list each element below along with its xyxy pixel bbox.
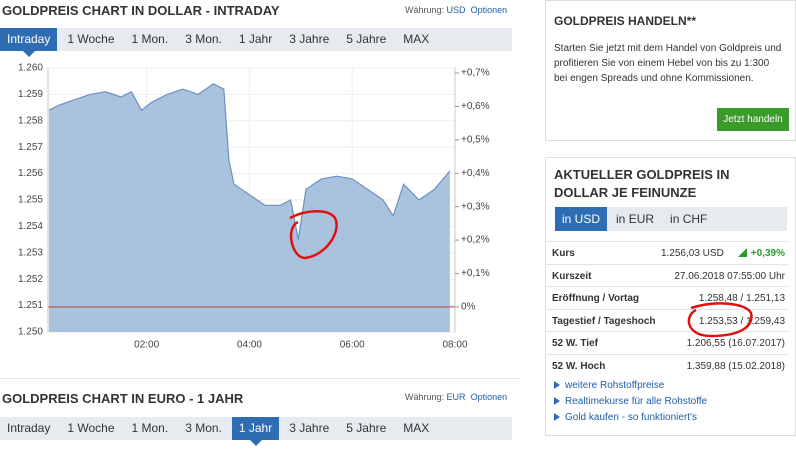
y2-tick-label: +0,3% [461, 201, 490, 212]
row-label: Kurs [552, 248, 575, 259]
y2-tick-label: +0,4% [461, 168, 490, 179]
area-fill [49, 83, 450, 332]
separator [0, 378, 520, 379]
currency-info: Währung: EUR Optionen [405, 392, 507, 402]
row-label: Kurszeit [552, 270, 592, 282]
tab[interactable]: 3 Jahre [289, 32, 330, 46]
tab[interactable]: 5 Jahre [346, 32, 387, 46]
tab[interactable]: MAX [403, 421, 430, 435]
table-row: 52 W. Hoch 1.359,88 (15.02.2018) [546, 353, 789, 377]
annotation-circle [289, 210, 338, 260]
price-title: AKTUELLER GOLDPREIS IN DOLLAR JE FEINUNZ… [554, 167, 730, 200]
currency-info: Währung: USD Optionen [405, 5, 507, 15]
table-row: Kurs 1.256,03 USD +0,39% [546, 241, 789, 264]
trend-icon [737, 248, 747, 257]
table-row: Eröffnung / Vortag 1.258,48 / 1.251,13 [546, 286, 789, 309]
link[interactable]: Realtimekurse für alle Rohstoffe [554, 396, 707, 407]
tab[interactable]: 1 Mon. [131, 421, 169, 435]
y2-tick-label: +0,1% [461, 268, 490, 279]
price-tab[interactable]: in USD [555, 207, 608, 231]
tab[interactable]: 3 Mon. [185, 421, 222, 435]
x-tick-label: 02:00 [134, 340, 159, 351]
row-label: 52 W. Hoch [552, 360, 606, 372]
row-value: 1.359,88 (15.02.2018) [687, 361, 785, 372]
y2-tick-label: +0,6% [461, 101, 490, 112]
trade-text: Starten Sie jetzt mit dem Handel von Gol… [554, 43, 782, 84]
tab[interactable]: Intraday [7, 421, 51, 435]
tab[interactable]: 3 Mon. [185, 32, 222, 46]
table-row: Kurszeit 27.06.2018 07:55:00 Uhr [546, 263, 789, 287]
row-label: Tagestief / Tageshoch [552, 315, 656, 327]
x-tick-label: 06:00 [340, 340, 365, 351]
row-label: 52 W. Tief [552, 338, 598, 349]
table-row: 52 W. Tief 1.206,55 (16.07.2017) [546, 331, 789, 354]
tab-bar: Intraday 1 Woche 1 Mon. 3 Mon. 1 Jahr 3 Jahre… [0, 417, 512, 446]
tab[interactable]: 1 Jahr [238, 32, 273, 46]
tab[interactable]: MAX [403, 32, 430, 46]
tab[interactable]: 5 Jahre [346, 421, 387, 435]
intraday-chart: 1.250 1.251 1.252 1.253 1.254 1.255 1.256 1.257… [18, 63, 490, 351]
change: +0,39% [750, 248, 785, 259]
x-tick-label: 08:00 [442, 340, 467, 351]
y2-tick-label: +0,2% [461, 235, 490, 246]
currency-label: Währung: [405, 392, 445, 402]
row-label: Eröffnung / Vortag [552, 293, 640, 304]
tab[interactable]: 1 Mon. [131, 32, 169, 46]
options-link[interactable]: Optionen [470, 392, 508, 402]
trade-title: GOLDPREIS HANDELN** [554, 14, 697, 28]
trade-box: GOLDPREIS HANDELN** Starten Sie jetzt mi… [545, 0, 796, 141]
value: 27.06.2018 07:55:00 Uhr [674, 270, 785, 282]
y-tick-label: 1.251 [18, 300, 43, 311]
price-tab[interactable]: in EUR [616, 212, 655, 226]
y-tick-label: 1.259 [18, 89, 43, 100]
table-row: Tagestief / Tageshoch 1.253,53 / 1.259,43 [546, 308, 789, 332]
tab[interactable]: 1 Jahr [231, 417, 280, 446]
y-tick-label: 1.250 [18, 327, 43, 338]
value: 1.256,03 USD [660, 248, 724, 259]
value: 1.258,48 / 1.251,13 [698, 293, 785, 304]
row-value: 1.258,48 / 1.251,13 [699, 293, 785, 304]
currency-link[interactable]: USD [446, 5, 466, 15]
value: 1.206,55 (16.07.2017) [686, 338, 785, 349]
trade-button[interactable]: Jetzt handeln [717, 108, 789, 131]
y-tick-label: 1.258 [18, 115, 43, 126]
y-tick-label: 1.256 [18, 168, 43, 179]
y2-tick-label: 0% [461, 302, 476, 313]
y-tick-label: 1.253 [18, 247, 43, 258]
options-link[interactable]: Optionen [470, 5, 508, 15]
y-tick-label: 1.257 [18, 142, 43, 153]
value: 1.359,88 (15.02.2018) [686, 360, 785, 372]
price-line [48, 83, 451, 240]
y-tick-label: 1.255 [18, 195, 43, 206]
euro-chart-title: GOLDPREIS CHART IN EURO - 1 JAHR [2, 391, 244, 406]
y2-tick-label: +0,7% [461, 68, 490, 79]
tab[interactable]: 3 Jahre [289, 421, 330, 435]
link[interactable]: weitere Rohstoffpreise [554, 380, 664, 391]
y-tick-label: 1.254 [18, 221, 43, 232]
row-value: 1.253,53 / 1.259,43 [699, 316, 785, 327]
price-tab[interactable]: in CHF [670, 212, 708, 226]
row-value: 27.06.2018 07:55:00 Uhr [674, 271, 785, 282]
currency-label: Währung: [405, 5, 445, 15]
tab[interactable]: Intraday [0, 28, 58, 57]
value: 1.253,53 / 1.259,43 [698, 315, 785, 327]
row-value: 1.256,03 USD +0,39% [661, 248, 785, 259]
price-box: AKTUELLER GOLDPREIS IN DOLLAR JE FEINUNZ… [545, 157, 796, 436]
tab-bar: Intraday 1 Woche 1 Mon. 3 Mon. 1 Jahr 3 Jahre… [0, 28, 512, 57]
x-tick-label: 04:00 [237, 340, 262, 351]
chart-title: GOLDPREIS CHART IN DOLLAR - INTRADAY [2, 3, 280, 18]
row-value: 1.206,55 (16.07.2017) [687, 338, 785, 349]
y-tick-label: 1.252 [18, 274, 43, 285]
y-tick-label: 1.260 [18, 63, 43, 74]
link[interactable]: Gold kaufen - so funktioniert's [554, 412, 697, 423]
tab[interactable]: 1 Woche [67, 421, 115, 435]
tab[interactable]: 1 Woche [67, 32, 115, 46]
y2-tick-label: +0,5% [461, 134, 490, 145]
price-tabs: in USD in EUR in CHF [555, 207, 787, 231]
currency-link[interactable]: EUR [446, 392, 466, 402]
